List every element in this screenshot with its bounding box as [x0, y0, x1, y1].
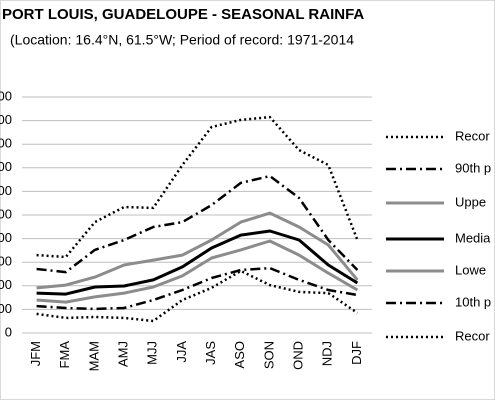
y-tick-label: 600 [0, 183, 12, 198]
series-line [36, 269, 359, 323]
legend-label: Recor [455, 128, 490, 143]
legend-label: Lowe [455, 262, 486, 277]
chart-title: PORT LOUIS, GUADELOUPE - SEASONAL RAINFA [2, 6, 364, 23]
legend-label: 10th p [455, 294, 491, 309]
x-tick-label: JJA [174, 341, 189, 363]
y-tick-label: 500 [0, 206, 12, 221]
y-tick-label: 100 [0, 301, 12, 316]
x-tick-label: MAM [86, 341, 101, 371]
series-line [36, 115, 359, 259]
legend-label: Recor [455, 328, 490, 343]
x-tick-label: JFM [28, 341, 43, 366]
y-tick-label: 800 [0, 136, 12, 151]
x-tick-label: SON [261, 341, 276, 369]
y-tick-label: 700 [0, 159, 12, 174]
x-tick-label: NDJ [320, 341, 335, 366]
y-tick-label: 900 [0, 112, 12, 127]
y-tick-label: 0 [5, 324, 12, 339]
series-line [36, 239, 359, 304]
series-line [36, 266, 358, 311]
x-tick-label: ASO [232, 341, 247, 368]
chart-subtitle: (Location: 16.4°N, 61.5°W; Period of rec… [10, 32, 354, 48]
legend-label: Uppe [455, 194, 486, 209]
series-line [36, 174, 359, 274]
series-line [36, 229, 359, 296]
x-tick-label: DJF [349, 341, 364, 365]
x-tick-label: JAS [203, 341, 218, 365]
series-line [36, 211, 359, 290]
x-tick-label: MJJ [145, 341, 160, 365]
y-tick-label: 1000 [0, 88, 12, 103]
y-tick-label: 300 [0, 254, 12, 269]
x-tick-label: OND [291, 341, 306, 370]
y-tick-label: 400 [0, 230, 12, 245]
x-tick-label: FMA [57, 341, 72, 369]
legend-label: 90th p [455, 160, 491, 175]
y-tick-label: 200 [0, 277, 12, 292]
legend-label: Media [455, 230, 491, 245]
x-tick-label: AMJ [116, 341, 131, 367]
